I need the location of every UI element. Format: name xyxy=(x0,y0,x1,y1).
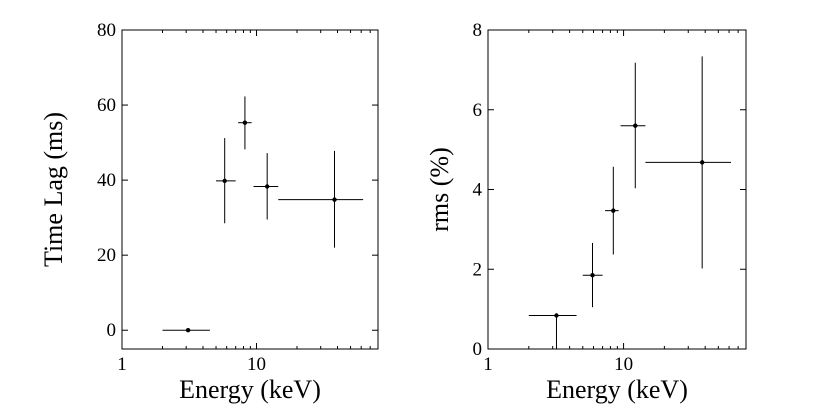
lag-xtick-label: 1 xyxy=(117,354,127,375)
rms-ytick-label: 6 xyxy=(473,100,483,121)
rms-plot-frame xyxy=(487,29,747,350)
rms-ytick-label: 0 xyxy=(473,339,483,360)
rms-data-point xyxy=(633,123,638,128)
lag-data-point xyxy=(222,178,227,184)
lag-x-axis-title: Energy (keV) xyxy=(179,375,321,404)
rms-xtick-label: 10 xyxy=(614,354,633,375)
rms-x-axis-title: Energy (keV) xyxy=(546,375,688,404)
lag-y-axis-title: Time Lag (ms) xyxy=(39,112,68,267)
lag-ytick-label: 20 xyxy=(97,245,116,266)
rms-ytick-label: 4 xyxy=(473,180,483,201)
lag-ytick-label: 80 xyxy=(97,20,116,41)
lag-data-point xyxy=(185,328,191,333)
rms-ytick-label: 8 xyxy=(473,20,483,41)
lag-data-point xyxy=(264,184,270,189)
lag-data-point xyxy=(242,120,248,125)
rms-data-point xyxy=(699,160,705,165)
lag-ytick-label: 40 xyxy=(97,170,116,191)
rms-y-axis-title: rms (%) xyxy=(425,147,454,231)
rms-data-point xyxy=(590,273,595,278)
rms-xtick-label: 1 xyxy=(483,354,493,375)
rms-ytick-label: 2 xyxy=(473,259,483,280)
lag-data-point xyxy=(332,197,337,202)
rms-data-point xyxy=(611,208,616,213)
rms-data-point xyxy=(554,313,559,318)
lag-xtick-label: 10 xyxy=(247,354,266,375)
lag-ytick-label: 60 xyxy=(97,95,116,116)
lag-plot-frame xyxy=(121,29,379,350)
lag-ytick-label: 0 xyxy=(107,320,117,341)
